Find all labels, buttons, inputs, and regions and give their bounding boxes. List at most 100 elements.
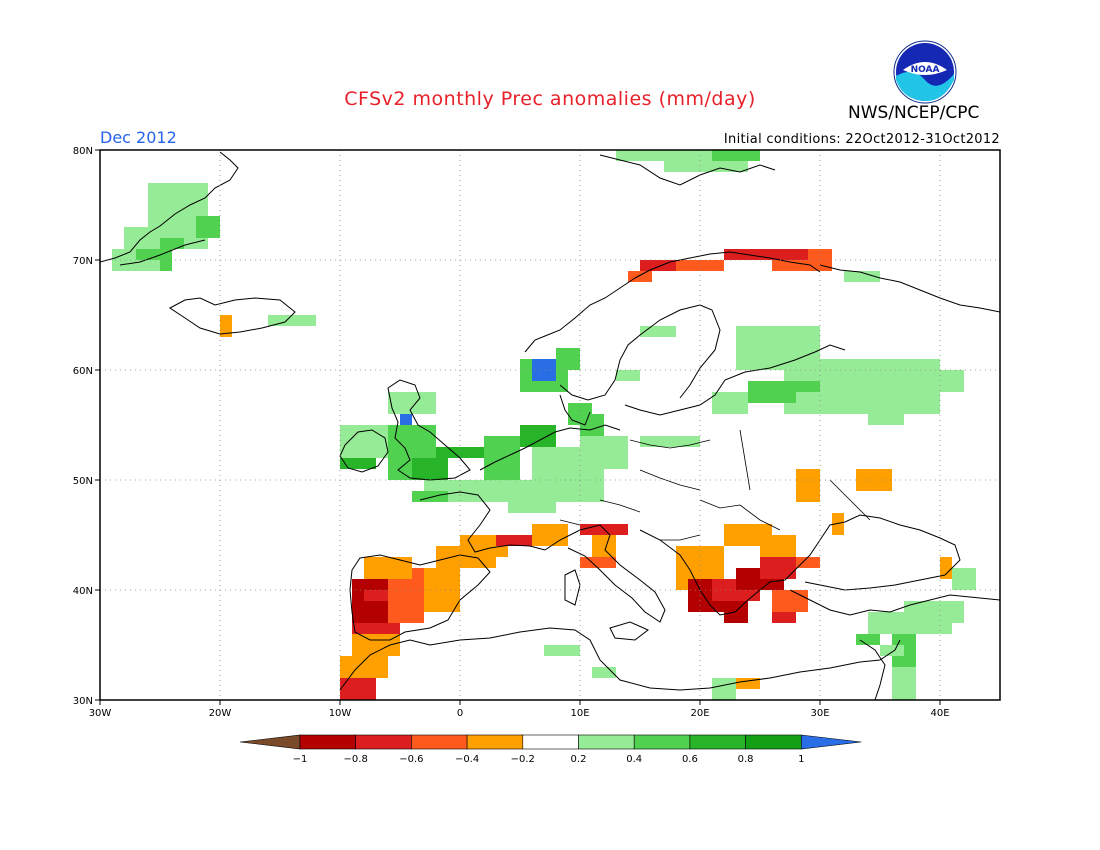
coastline-balkans [639, 529, 796, 616]
colorbar-label: −0.8 [344, 754, 368, 765]
lat-lon-grid [100, 150, 1000, 700]
anomaly-cell [808, 249, 832, 260]
agency-label: NWS/NCEP/CPC [848, 103, 980, 123]
anomaly-cell [796, 557, 820, 568]
coastline-italy [544, 524, 666, 623]
noaa-logo-text: NOAA [911, 65, 940, 75]
anomaly-cell [616, 150, 664, 161]
anomaly-cell [520, 425, 556, 447]
anomaly-cell [496, 535, 532, 546]
anomaly-cell [940, 557, 952, 579]
anomaly-cell [556, 348, 580, 370]
lon-tick-label: 0 [457, 708, 463, 719]
anomaly-cell [856, 634, 880, 645]
anomaly-cell [532, 359, 556, 381]
anomaly-cell [220, 315, 232, 337]
lat-tick-label: 40N [73, 586, 93, 597]
colorbar-label: −0.2 [511, 754, 535, 765]
anomaly-cell [724, 601, 748, 623]
lon-tick-label: 30W [89, 708, 112, 719]
colorbar-segment [466, 734, 524, 750]
anomaly-cell [724, 249, 808, 260]
anomaly-cell [736, 678, 760, 689]
coastlines [100, 151, 1000, 700]
coastline-norway [524, 251, 821, 353]
coastline-levant [859, 639, 886, 700]
colorbar-segment [689, 734, 746, 750]
anomaly-cell [592, 667, 616, 678]
lat-tick-label: 80N [73, 146, 93, 157]
colorbar-segment [578, 734, 635, 750]
anomaly-cell [904, 601, 964, 623]
lon-tick-label: 10E [570, 708, 589, 719]
anomaly-cell [616, 370, 640, 381]
anomaly-cell [364, 590, 388, 601]
anomaly-cell [640, 326, 676, 337]
anomaly-cell [424, 568, 460, 612]
anomaly-cell [772, 260, 832, 271]
anomaly-cell [580, 436, 628, 469]
colorbar-segment [633, 734, 691, 750]
axis-ticks: 30N 40N 50N 60N 70N 80N 30W 20W 10W 0 10E 20E 30E 40E [73, 146, 950, 719]
coastline-france [419, 491, 546, 553]
coastline-turkey [789, 589, 1000, 616]
anomaly-cell [436, 447, 484, 458]
anomaly-cell [388, 392, 436, 414]
coastline-sweden [559, 304, 721, 401]
anomaly-cell [772, 612, 796, 623]
coastline-greenland [100, 151, 239, 266]
anomaly-cell [880, 645, 904, 656]
anomaly-cell [136, 249, 172, 260]
coastline-svalbard [599, 154, 776, 186]
colorbar-label: 0.6 [682, 754, 698, 765]
anomaly-cell [508, 480, 556, 513]
coastline-baltic [624, 344, 846, 416]
anomaly-cell [760, 381, 820, 392]
anomaly-cell [340, 678, 376, 700]
anomaly-cell [796, 469, 820, 502]
colorbar-segment [355, 734, 412, 750]
colorbar-segment [299, 734, 357, 750]
coastline-iceland [169, 297, 296, 335]
anomaly-cells [112, 150, 976, 700]
anomaly-cell [868, 403, 904, 425]
colorbar-label: 1 [798, 754, 804, 765]
noaa-logo: NOAA [893, 40, 957, 104]
anomaly-cell [832, 513, 844, 535]
anomaly-cell [892, 667, 916, 700]
anomaly-cell [952, 568, 976, 590]
lat-tick-label: 30N [73, 696, 93, 707]
anomaly-cell [712, 678, 736, 700]
anomaly-cell [568, 403, 592, 425]
colorbar-arrow-high [800, 734, 862, 750]
coastline-russia-north [819, 264, 1000, 313]
anomaly-cell [724, 524, 772, 546]
anomaly-cell [592, 535, 616, 557]
lon-tick-label: 10W [329, 708, 352, 719]
coastline-denmark [559, 394, 591, 426]
colorbar-segment [745, 734, 802, 750]
anomaly-cell [268, 315, 316, 326]
coastline-black-sea [794, 514, 961, 591]
colorbar-label: −1 [293, 754, 308, 765]
initial-conditions: Initial conditions: 22Oct2012-31Oct2012 [723, 132, 1000, 147]
coastline-sicily [609, 621, 649, 641]
anomaly-cell [460, 480, 508, 502]
anomaly-cell [640, 436, 700, 447]
colorbar-label: 0.4 [626, 754, 642, 765]
colorbar-segment [411, 734, 468, 750]
lat-tick-label: 50N [73, 476, 93, 487]
chart-title: CFSv2 monthly Prec anomalies (mm/day) [344, 88, 756, 110]
anomaly-cell [628, 271, 652, 282]
anomaly-cell [760, 557, 796, 579]
lon-tick-label: 20W [209, 708, 232, 719]
colorbar: −1 −0.8 −0.6 −0.4 −0.2 0.2 0.4 0.6 0.8 1 [239, 734, 862, 765]
country-borders [559, 429, 871, 541]
map-frame [99, 149, 1001, 701]
anomaly-cell [160, 238, 184, 249]
anomaly-cell [352, 634, 400, 656]
anomaly-cell [772, 590, 808, 612]
colorbar-arrow-low [239, 734, 301, 750]
lat-tick-label: 60N [73, 366, 93, 377]
anomaly-cell [340, 458, 376, 469]
